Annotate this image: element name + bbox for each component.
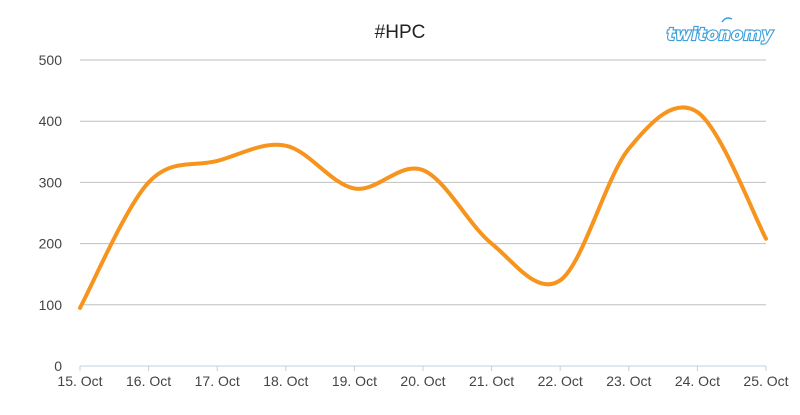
x-tick-label: 19. Oct [332,373,377,389]
x-axis: 15. Oct 16. Oct 17. Oct 18. Oct 19. Oct 20. O… [57,365,789,389]
y-tick-label: 200 [39,236,63,252]
x-tick-label: 18. Oct [263,373,308,389]
x-tick-label: 24. Oct [675,373,720,389]
chart-title: #HPC [375,22,426,43]
y-tick-label: 0 [54,358,62,374]
x-tick-label: 15. Oct [57,373,102,389]
y-tick-label: 400 [39,113,63,129]
x-tick-label: 21. Oct [469,373,514,389]
logo-text: twitonomy [667,25,774,45]
x-tick-label: 22. Oct [538,373,583,389]
x-tick-label: 17. Oct [195,373,240,389]
series-line [78,105,768,310]
logo-bird-icon [721,17,733,23]
y-tick-label: 100 [39,297,63,313]
y-tick-label: 300 [39,174,63,190]
x-tick-label: 25. Oct [743,373,788,389]
grid-lines [80,59,766,306]
y-tick-label: 500 [39,52,63,68]
x-tick-label: 16. Oct [126,373,171,389]
twitonomy-logo: twitonomy [666,17,774,46]
series-layer [78,105,768,310]
y-axis-ticks: 0 100 200 300 400 500 [39,52,63,374]
x-tick-label: 23. Oct [606,373,651,389]
x-tick-label: 20. Oct [400,373,445,389]
